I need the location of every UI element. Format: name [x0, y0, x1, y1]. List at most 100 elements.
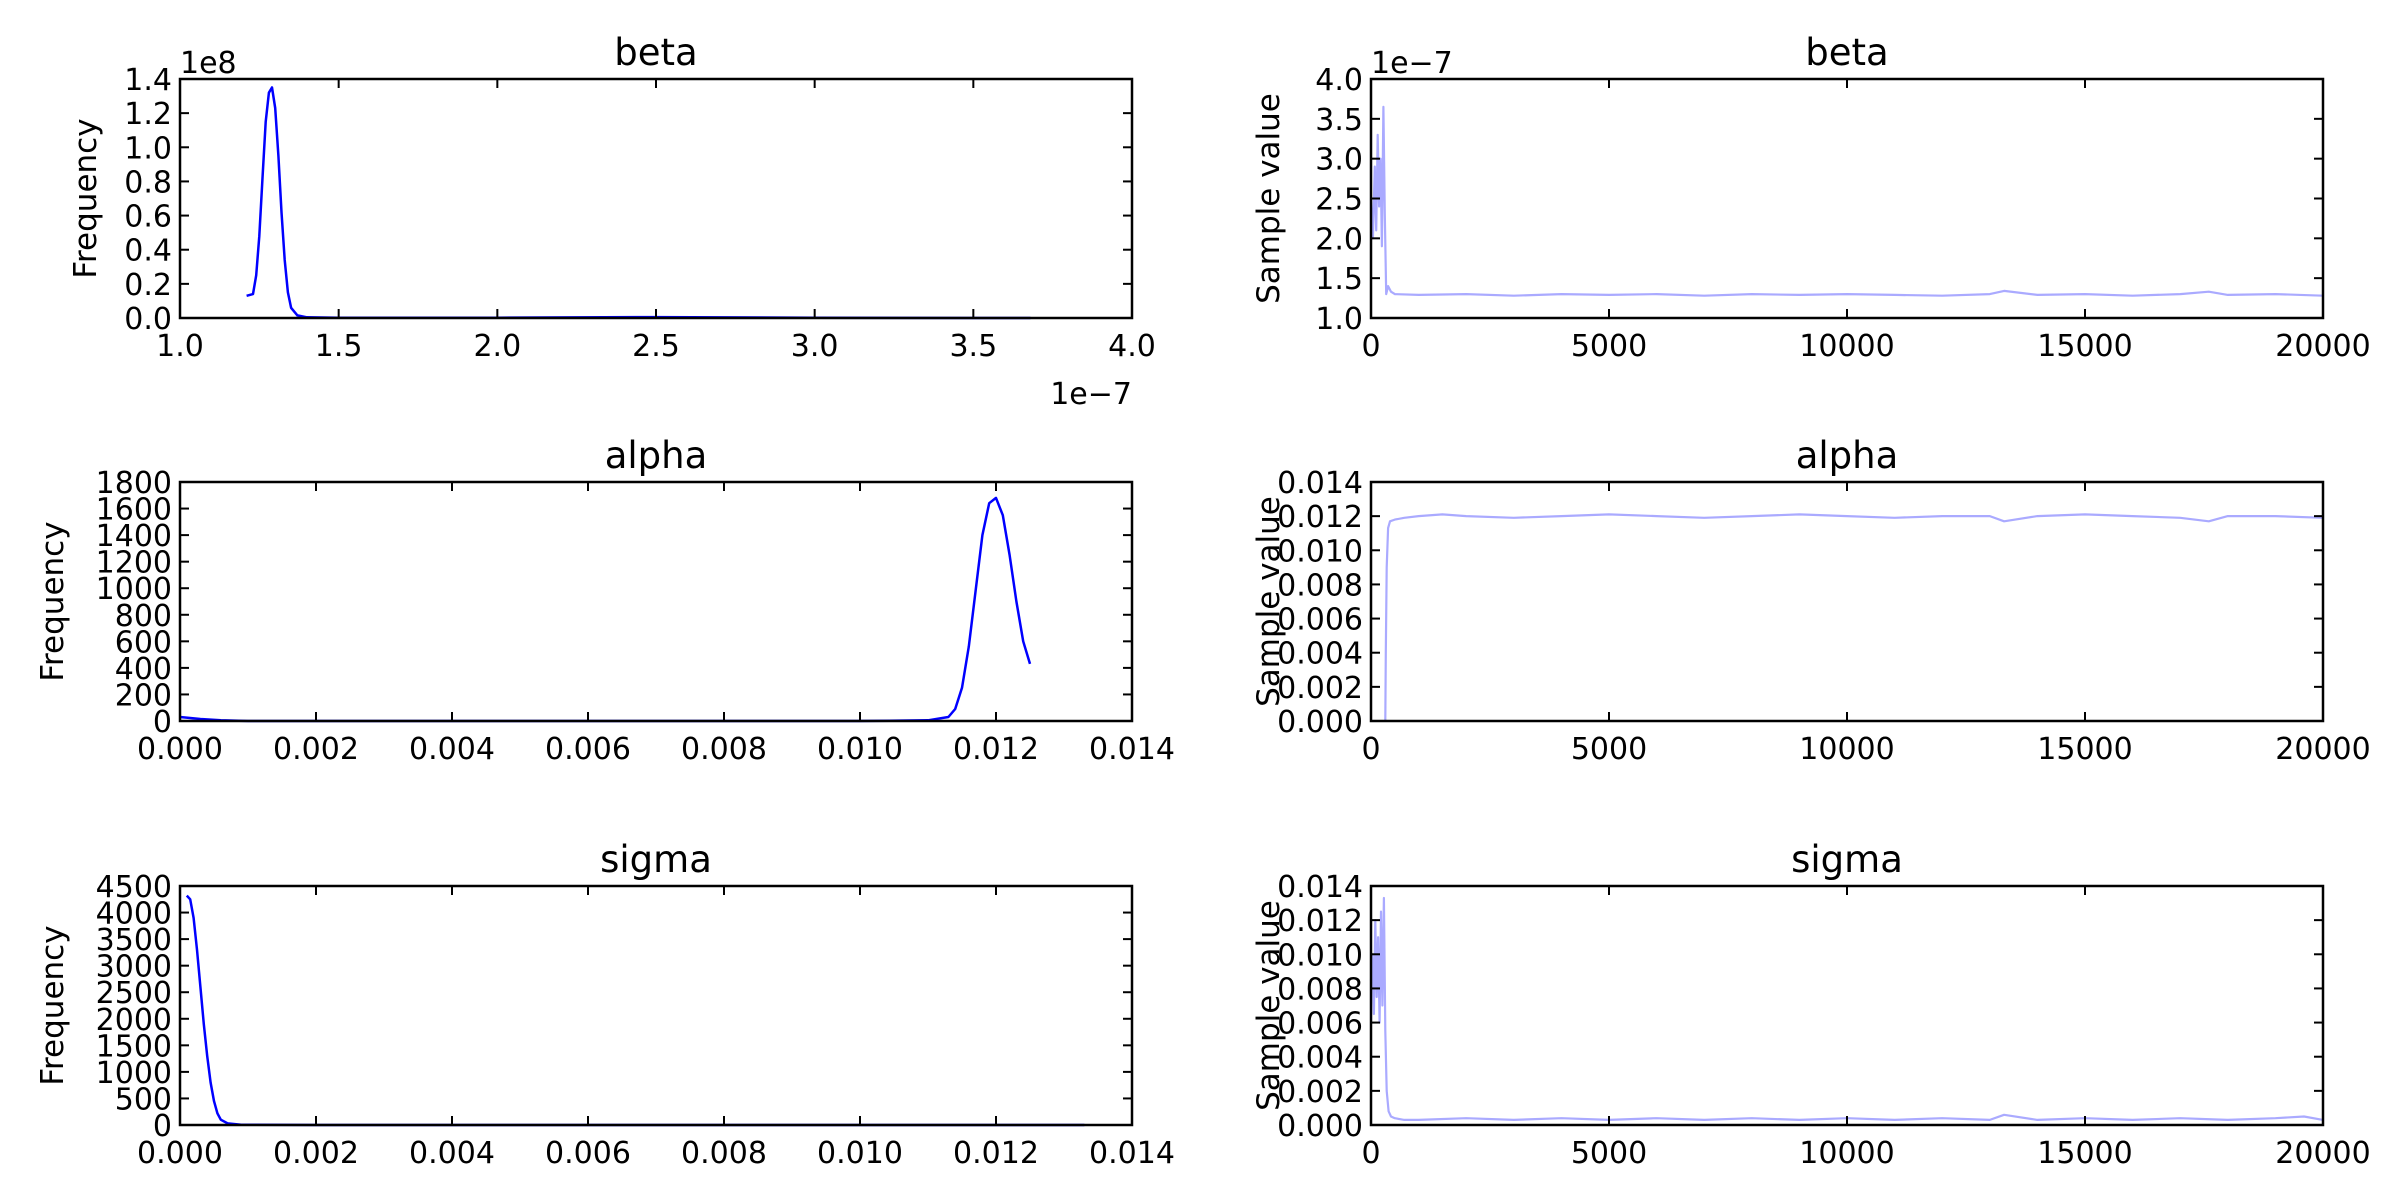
- beta-histogram-y-multiplier: 1e8: [180, 46, 237, 81]
- sigma-histogram-y-tick-label: 3000: [96, 950, 172, 985]
- alpha-trace-y-tick-label: 0.006: [1277, 603, 1363, 638]
- beta-trace-x-tick-label: 5000: [1571, 329, 1647, 364]
- alpha-histogram-y-tick-label: 1800: [96, 466, 172, 501]
- sigma-histogram-x-tick-label: 0.014: [1089, 1136, 1175, 1171]
- alpha-trace-y-axis-label: Sample value: [1251, 496, 1287, 707]
- sigma-trace-y-axis-label: Sample value: [1251, 900, 1287, 1111]
- sigma-trace-x-tick-label: 5000: [1571, 1136, 1647, 1171]
- beta-histogram-title: beta: [614, 31, 697, 74]
- alpha-histogram-x-tick-label: 0.006: [545, 732, 631, 767]
- beta-histogram-x-tick-label: 3.0: [791, 329, 839, 364]
- alpha-histogram-y-axis-label: Frequency: [35, 521, 71, 681]
- beta-trace-axes-frame: [1369, 77, 2325, 320]
- sigma-trace-y-tick-label: 0.012: [1277, 904, 1363, 939]
- alpha-trace-y-tick-label: 0.010: [1277, 534, 1363, 569]
- sigma-histogram-y-tick-label: 1500: [96, 1029, 172, 1064]
- alpha-histogram-x-tick-label: 0.004: [409, 732, 495, 767]
- alpha-trace-x-tick-label: 0: [1361, 732, 1380, 767]
- alpha-trace-y-tick-label: 0.008: [1277, 568, 1363, 603]
- sigma-histogram-y-tick-label: 1000: [96, 1056, 172, 1091]
- alpha-histogram-y-tick-label: 400: [115, 652, 172, 687]
- sigma-histogram-y-tick-label: 2000: [96, 1003, 172, 1038]
- sigma-histogram-y-axis-label: Frequency: [35, 925, 71, 1085]
- alpha-trace-y-tick-label: 0.012: [1277, 500, 1363, 535]
- beta-trace-x-tick-label: 15000: [2037, 329, 2132, 364]
- beta-histogram-y-tick-label: 1.2: [124, 97, 172, 132]
- sigma-histogram-x-tick-label: 0.008: [681, 1136, 767, 1171]
- sigma-trace-y-tick-label: 0.014: [1277, 870, 1363, 905]
- sigma-trace-y-tick-label: 0.008: [1277, 972, 1363, 1007]
- beta-trace-y-multiplier: 1e−7: [1371, 46, 1453, 81]
- alpha-histogram-x-tick-label: 0.012: [953, 732, 1039, 767]
- alpha-histogram-y-tick-label: 1600: [96, 493, 172, 528]
- alpha-trace-y-tick-label: 0.004: [1277, 637, 1363, 672]
- sigma-histogram-series-line-0: [185, 894, 1085, 1127]
- sigma-trace-y-tick-label: 0.010: [1277, 938, 1363, 973]
- beta-trace-x-tick-label: 20000: [2275, 329, 2370, 364]
- alpha-trace-x-tick-label: 5000: [1571, 732, 1647, 767]
- beta-histogram-y-tick-label: 0.4: [124, 234, 172, 269]
- alpha-trace-panel: 0 5000 10000 15000 20000 0.0000.0020.0040.006…: [1251, 434, 2371, 767]
- sigma-histogram-y-tick-label: 2500: [96, 976, 172, 1011]
- beta-histogram-y-tick-label: 0.6: [124, 200, 172, 235]
- beta-histogram-x-multiplier: 1e−7: [1050, 377, 1132, 412]
- sigma-histogram-y-tick-label: 4000: [96, 897, 172, 932]
- sigma-trace-y-tick-label: 0.000: [1277, 1109, 1363, 1144]
- sigma-trace-y-tick-label: 0.006: [1277, 1007, 1363, 1042]
- beta-histogram-x-tick-label: 3.5: [949, 329, 997, 364]
- beta-histogram-x-tick-label: 1.0: [156, 329, 204, 364]
- alpha-histogram-y-tick-label: 1000: [96, 572, 172, 607]
- sigma-trace-title: sigma: [1791, 838, 1903, 881]
- beta-trace-y-tick-label: 3.5: [1315, 103, 1363, 138]
- alpha-histogram-title: alpha: [605, 434, 708, 477]
- alpha-histogram-y-tick-label: 1400: [96, 519, 172, 554]
- sigma-histogram-x-tick-label: 0.004: [409, 1136, 495, 1171]
- alpha-histogram-series-line-0: [179, 496, 1032, 723]
- alpha-trace-x-tick-label: 10000: [1799, 732, 1894, 767]
- alpha-histogram-x-tick-label: 0.002: [273, 732, 359, 767]
- sigma-histogram-y-tick-label: 0: [153, 1109, 172, 1144]
- sigma-histogram-x-tick-label: 0.010: [817, 1136, 903, 1171]
- alpha-histogram-x-tick-label: 0.008: [681, 732, 767, 767]
- beta-histogram-y-tick-label: 0.0: [124, 302, 172, 337]
- beta-histogram-panel: 1.0 1.5 2.0 2.5 3.0 3.5 4.00.00.20.40.60.81.01…: [68, 31, 1156, 412]
- beta-histogram-y-tick-label: 0.2: [124, 268, 172, 303]
- beta-trace-panel: 0 5000 10000 15000 20000 1.0 1.5 2.0 2.5 3.0 3.5 4.…: [1251, 31, 2371, 364]
- beta-histogram-x-tick-label: 2.5: [632, 329, 680, 364]
- sigma-histogram-y-tick-label: 3500: [96, 923, 172, 958]
- sigma-histogram-y-tick-label: 500: [115, 1082, 172, 1117]
- beta-trace-x-tick-label: 0: [1361, 329, 1380, 364]
- beta-trace-y-tick-label: 3.0: [1315, 143, 1363, 178]
- beta-histogram-x-tick-label: 1.5: [315, 329, 363, 364]
- alpha-trace-y-tick-label: 0.014: [1277, 466, 1363, 501]
- beta-trace-y-tick-label: 2.0: [1315, 222, 1363, 257]
- alpha-histogram-y-tick-label: 600: [115, 625, 172, 660]
- beta-histogram-y-axis-label: Frequency: [68, 118, 104, 278]
- sigma-trace-axes-frame: [1369, 884, 2325, 1127]
- sigma-trace-y-tick-label: 0.004: [1277, 1041, 1363, 1076]
- alpha-trace-y-tick-label: 0.002: [1277, 671, 1363, 706]
- sigma-histogram-y-tick-label: 4500: [96, 870, 172, 905]
- sigma-trace-x-tick-label: 0: [1361, 1136, 1380, 1171]
- alpha-histogram-axes-frame: [178, 480, 1134, 723]
- beta-trace-x-tick-label: 10000: [1799, 329, 1894, 364]
- beta-histogram-x-tick-label: 2.0: [473, 329, 521, 364]
- alpha-trace-x-tick-label: 15000: [2037, 732, 2132, 767]
- sigma-trace-panel: 0 5000 10000 15000 20000 0.0000.0020.0040.006…: [1251, 838, 2371, 1171]
- beta-histogram-series-line-0: [246, 86, 1031, 320]
- beta-histogram-y-tick-label: 1.4: [124, 63, 172, 98]
- alpha-histogram-panel: 0.000 0.002 0.004 0.006 0.008 0.010 0.012 0.014…: [35, 434, 1175, 767]
- sigma-histogram-axes-frame: [178, 884, 1134, 1127]
- sigma-histogram-x-tick-label: 0.002: [273, 1136, 359, 1171]
- beta-histogram-y-tick-label: 0.8: [124, 165, 172, 200]
- alpha-trace-series-line-0: [1384, 513, 2324, 722]
- beta-trace-y-tick-label: 1.5: [1315, 262, 1363, 297]
- beta-trace-title: beta: [1805, 31, 1888, 74]
- alpha-histogram-y-tick-label: 1200: [96, 546, 172, 581]
- alpha-histogram-y-tick-label: 800: [115, 599, 172, 634]
- alpha-histogram-y-tick-label: 0: [153, 705, 172, 740]
- sigma-trace-series-line-0: [1369, 896, 2324, 1122]
- sigma-histogram-x-tick-label: 0.006: [545, 1136, 631, 1171]
- beta-histogram-x-tick-label: 4.0: [1108, 329, 1156, 364]
